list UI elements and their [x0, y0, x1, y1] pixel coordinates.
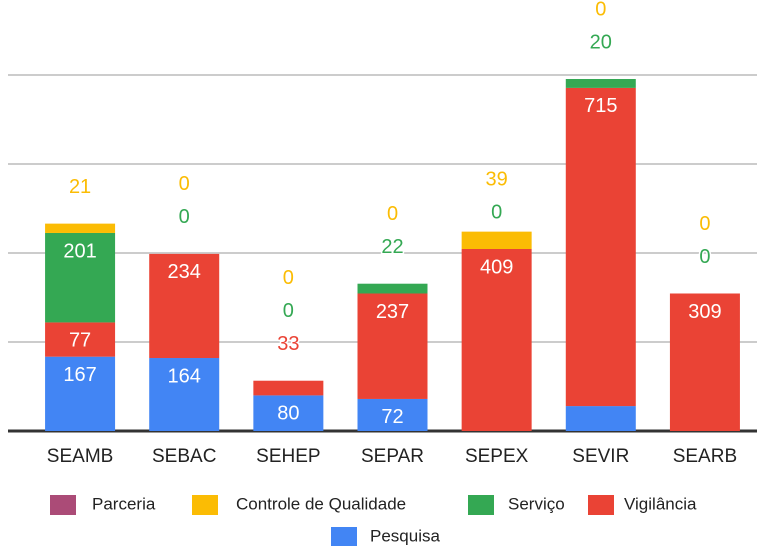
legend-swatch	[192, 495, 218, 515]
data-label: 0	[179, 206, 190, 228]
bar-segment	[461, 231, 532, 249]
data-label: 20	[590, 31, 612, 53]
x-tick-label: SEHEP	[256, 446, 320, 467]
data-label: 21	[69, 176, 91, 198]
data-label: 80	[277, 403, 299, 425]
data-label: 237	[376, 301, 409, 323]
legend-swatch	[331, 527, 357, 546]
bar-segment	[357, 283, 428, 294]
x-tick-label: SEBAC	[152, 446, 216, 467]
data-label: 77	[69, 330, 91, 352]
data-label: 0	[699, 246, 710, 268]
bar-segment	[565, 406, 636, 431]
bar-segment	[357, 398, 428, 431]
data-label: 409	[480, 256, 513, 278]
data-label: 0	[491, 201, 502, 223]
bar-segment	[461, 248, 532, 431]
data-label: 39	[486, 168, 508, 190]
bar-segment	[149, 358, 220, 431]
legend-label: Serviço	[508, 494, 565, 513]
data-label: 715	[584, 95, 617, 117]
legend-label: Pesquisa	[370, 526, 440, 545]
data-label: 0	[387, 203, 398, 225]
data-label: 0	[179, 173, 190, 195]
x-tick-label: SEARB	[673, 446, 737, 467]
data-label: 0	[283, 300, 294, 322]
data-label: 0	[699, 213, 710, 235]
x-tick-label: SEPEX	[465, 446, 529, 467]
bar-segment	[253, 395, 324, 431]
data-label: 234	[168, 261, 201, 283]
x-tick-label: SEPAR	[361, 446, 424, 467]
legend-label: Parceria	[92, 494, 156, 513]
data-label: 309	[688, 301, 721, 323]
bar-segment	[357, 293, 428, 399]
data-label: 0	[283, 267, 294, 289]
x-tick-label: SEAMB	[47, 446, 114, 467]
bar-segment	[253, 380, 324, 396]
bar-segment	[45, 232, 116, 323]
data-label: 22	[381, 236, 403, 258]
bar-segment	[565, 87, 636, 407]
legend-swatch	[468, 495, 494, 515]
legend-swatch	[50, 495, 76, 515]
legend-label: Vigilância	[624, 494, 697, 513]
bar-segment	[45, 356, 116, 431]
bar-segment	[565, 79, 636, 88]
data-label: 0	[595, 0, 606, 20]
bar-segment	[149, 253, 220, 359]
legend-swatch	[588, 495, 614, 515]
data-label: 164	[168, 365, 201, 387]
x-tick-label: SEVIR	[572, 446, 629, 467]
bar-segment	[669, 293, 740, 431]
data-label: 72	[381, 406, 403, 428]
data-label: 201	[63, 240, 96, 262]
data-label: 33	[277, 333, 299, 355]
bar-segment	[45, 322, 116, 357]
bar-segment	[45, 223, 116, 233]
legend-label: Controle de Qualidade	[236, 494, 406, 513]
data-label: 167	[63, 364, 96, 386]
